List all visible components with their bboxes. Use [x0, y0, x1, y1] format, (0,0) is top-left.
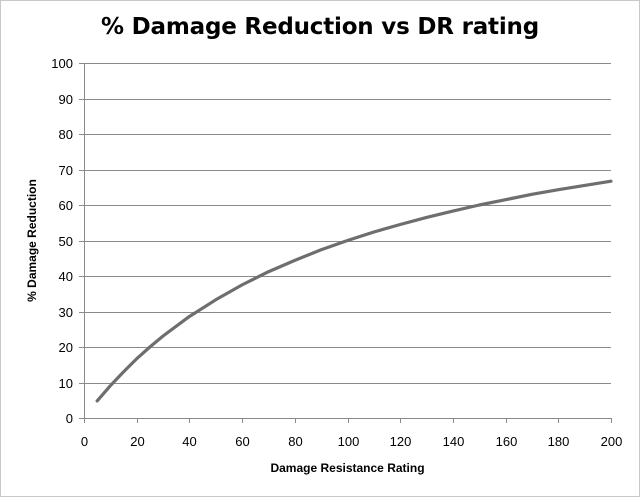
- x-tick-label: 0: [81, 434, 88, 449]
- x-tick-label: 180: [548, 434, 570, 449]
- y-tick-label: 20: [59, 340, 73, 355]
- y-tick-label: 40: [59, 269, 73, 284]
- x-axis-title: Damage Resistance Rating: [270, 461, 424, 475]
- x-tick-label: 140: [443, 434, 465, 449]
- x-tick-label: 40: [182, 434, 196, 449]
- x-tick-label: 100: [338, 434, 360, 449]
- y-tick-label: 50: [59, 234, 73, 249]
- x-tick-label: 60: [235, 434, 249, 449]
- series-line: [95, 179, 613, 403]
- y-axis-title: % Damage Reduction: [25, 179, 39, 302]
- x-tick-label: 160: [496, 434, 518, 449]
- y-tick-label: 0: [66, 411, 73, 426]
- axis-layer: [79, 63, 612, 423]
- label-layer: 0 10 20 30 40 50 60 70 80 90 100 0 20 40 60 80 100 120 140…: [51, 56, 622, 449]
- y-tick-label: 90: [59, 92, 73, 107]
- x-tick-label: 120: [390, 434, 412, 449]
- y-tick-label: 10: [59, 376, 73, 391]
- x-tick-label: 20: [130, 434, 144, 449]
- y-tick-label: 60: [59, 198, 73, 213]
- series-layer: [95, 179, 613, 403]
- y-tick-label: 30: [59, 305, 73, 320]
- x-tick-label: 200: [601, 434, 623, 449]
- y-tick-label: 100: [51, 56, 73, 71]
- x-tick-label: 80: [288, 434, 302, 449]
- grid-layer: [84, 63, 611, 384]
- chart-title: % Damage Reduction vs DR rating: [101, 14, 539, 40]
- y-tick-label: 70: [59, 163, 73, 178]
- y-tick-label: 80: [59, 127, 73, 142]
